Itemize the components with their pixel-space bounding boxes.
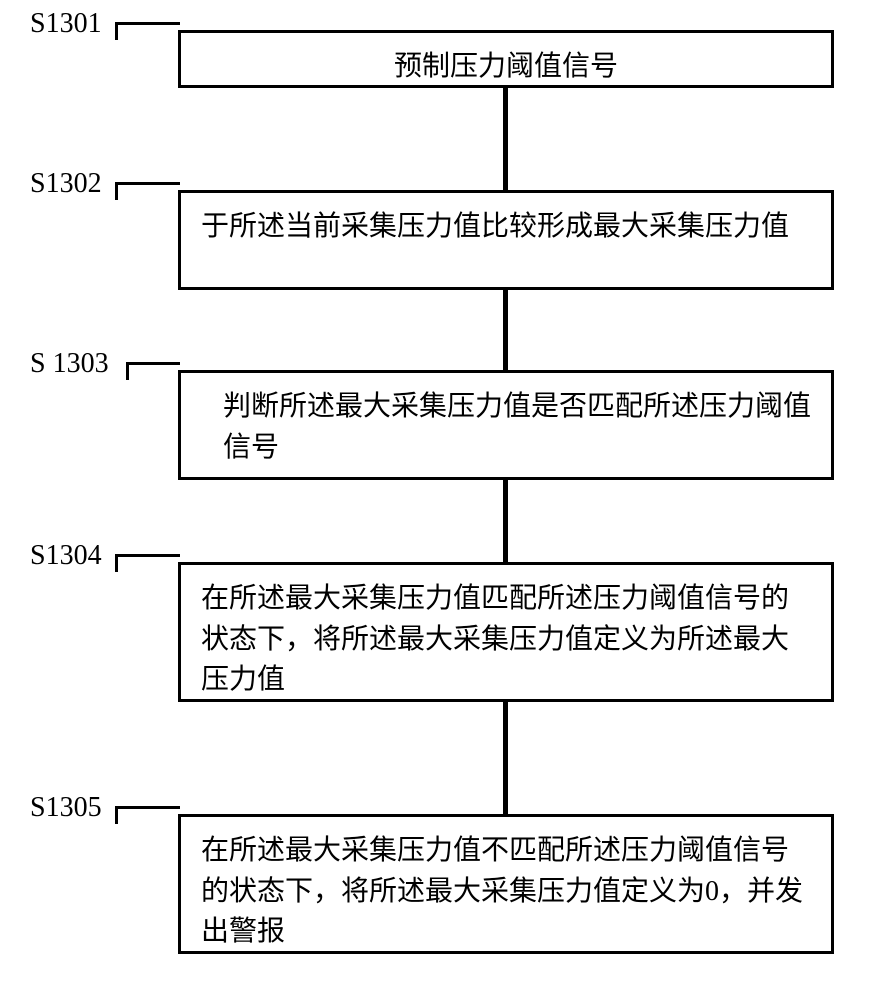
- connector-1-2: [503, 88, 508, 190]
- label-bracket-s1301: [115, 22, 180, 40]
- step-label-s1304: S1304: [30, 540, 102, 572]
- connector-4-5: [503, 702, 508, 814]
- step-label-s1301: S1301: [30, 8, 102, 40]
- label-bracket-s1302: [115, 182, 180, 200]
- label-bracket-s1304: [115, 554, 180, 572]
- step-box-s1305: 在所述最大采集压力值不匹配所述压力阈值信号的状态下，将所述最大采集压力值定义为0…: [178, 814, 834, 954]
- step-label-s1305: S1305: [30, 792, 102, 824]
- flowchart-container: S1301 预制压力阈值信号 S1302 于所述当前采集压力值比较形成最大采集压…: [0, 0, 870, 1000]
- step-box-s1303: 判断所述最大采集压力值是否匹配所述压力阈值信号: [178, 370, 834, 480]
- label-bracket-s1305: [115, 806, 180, 824]
- step-label-s1302: S1302: [30, 168, 102, 200]
- step-box-s1302: 于所述当前采集压力值比较形成最大采集压力值: [178, 190, 834, 290]
- step-label-s1303: S 1303: [30, 348, 109, 380]
- step-box-s1304: 在所述最大采集压力值匹配所述压力阈值信号的状态下，将所述最大采集压力值定义为所述…: [178, 562, 834, 702]
- step-box-s1301: 预制压力阈值信号: [178, 30, 834, 88]
- label-bracket-s1303: [126, 362, 180, 380]
- connector-3-4: [503, 480, 508, 562]
- connector-2-3: [503, 290, 508, 370]
